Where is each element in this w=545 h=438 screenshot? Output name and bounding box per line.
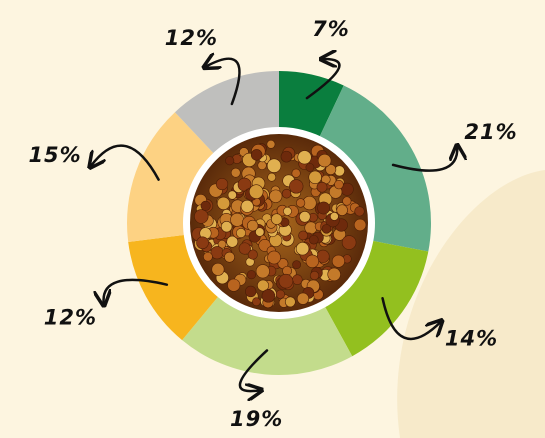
seed bbox=[211, 262, 225, 276]
donut-segment bbox=[182, 296, 353, 375]
seed bbox=[252, 297, 261, 307]
seed bbox=[270, 213, 283, 225]
seed bbox=[240, 199, 254, 213]
seed bbox=[220, 220, 233, 233]
seed bbox=[266, 158, 282, 173]
seed bbox=[245, 285, 257, 298]
seed bbox=[305, 254, 320, 268]
seed bbox=[224, 251, 235, 263]
seed bbox=[227, 190, 237, 200]
arrow bbox=[91, 144, 160, 181]
donut-segment bbox=[174, 71, 279, 154]
seed bbox=[281, 188, 292, 199]
data-label: 7% bbox=[312, 17, 350, 41]
seed bbox=[341, 235, 357, 250]
data-label: 14% bbox=[445, 326, 498, 350]
seed bbox=[246, 270, 257, 280]
seed bbox=[295, 198, 306, 208]
arrow bbox=[238, 349, 269, 391]
seed bbox=[227, 278, 241, 292]
seed bbox=[257, 160, 267, 170]
seed bbox=[298, 230, 308, 241]
seed bbox=[331, 254, 345, 268]
arrow bbox=[104, 278, 169, 304]
seed bbox=[200, 200, 211, 211]
seed bbox=[269, 189, 283, 203]
arrow bbox=[381, 296, 441, 341]
donut-segment bbox=[319, 85, 431, 252]
seed bbox=[230, 212, 245, 227]
data-label: 12% bbox=[165, 26, 218, 50]
data-label: 21% bbox=[464, 120, 517, 144]
seed bbox=[246, 219, 259, 232]
seed bbox=[317, 201, 331, 215]
seed bbox=[194, 209, 209, 224]
seed bbox=[317, 153, 332, 168]
seed bbox=[248, 184, 264, 199]
seed bbox=[275, 289, 285, 299]
seed bbox=[280, 150, 293, 163]
seed bbox=[225, 156, 235, 166]
arrow bbox=[305, 59, 341, 100]
seed bbox=[250, 149, 263, 161]
seed bbox=[297, 150, 312, 165]
arrow bbox=[391, 147, 457, 172]
seed bbox=[266, 139, 276, 149]
seed bbox=[334, 179, 344, 190]
seed bbox=[325, 164, 337, 175]
data-label: 15% bbox=[28, 143, 81, 167]
seed bbox=[196, 236, 209, 250]
seed bbox=[305, 163, 315, 172]
seed bbox=[289, 179, 304, 194]
background-shape bbox=[397, 170, 545, 438]
seed bbox=[230, 167, 241, 178]
donut-segment bbox=[128, 234, 219, 341]
seed bbox=[308, 170, 322, 184]
seed bbox=[255, 264, 270, 279]
seed bbox=[296, 292, 310, 305]
seed bbox=[353, 218, 367, 232]
seed bbox=[257, 279, 269, 292]
seed bbox=[278, 273, 294, 289]
seed bbox=[235, 228, 246, 239]
seed bbox=[203, 251, 213, 262]
seed bbox=[321, 224, 332, 234]
seed bbox=[336, 204, 348, 216]
seed bbox=[238, 242, 251, 255]
seed bbox=[217, 239, 227, 249]
seed bbox=[291, 168, 301, 178]
seed bbox=[309, 270, 320, 281]
seed bbox=[267, 172, 277, 182]
seed bbox=[327, 267, 341, 282]
seed bbox=[284, 296, 296, 308]
seed bbox=[342, 196, 352, 206]
seed bbox=[329, 212, 339, 221]
seed bbox=[261, 289, 276, 303]
seed bbox=[267, 250, 281, 265]
seed bbox=[216, 196, 231, 210]
seed bbox=[215, 177, 229, 191]
donut-segment bbox=[324, 240, 429, 357]
donut-segment bbox=[126, 112, 214, 243]
seed bbox=[316, 181, 328, 193]
seed bbox=[299, 211, 311, 223]
seed bbox=[255, 227, 265, 237]
seed bbox=[237, 177, 252, 192]
data-label: 12% bbox=[44, 305, 97, 329]
seed bbox=[283, 206, 292, 216]
seed bbox=[309, 234, 319, 245]
data-label: 19% bbox=[230, 407, 283, 431]
seed bbox=[354, 206, 365, 217]
donut-segment bbox=[279, 71, 344, 138]
seed bbox=[292, 260, 301, 270]
seed bbox=[295, 242, 310, 256]
arrow bbox=[205, 59, 241, 106]
seed bbox=[247, 249, 258, 260]
